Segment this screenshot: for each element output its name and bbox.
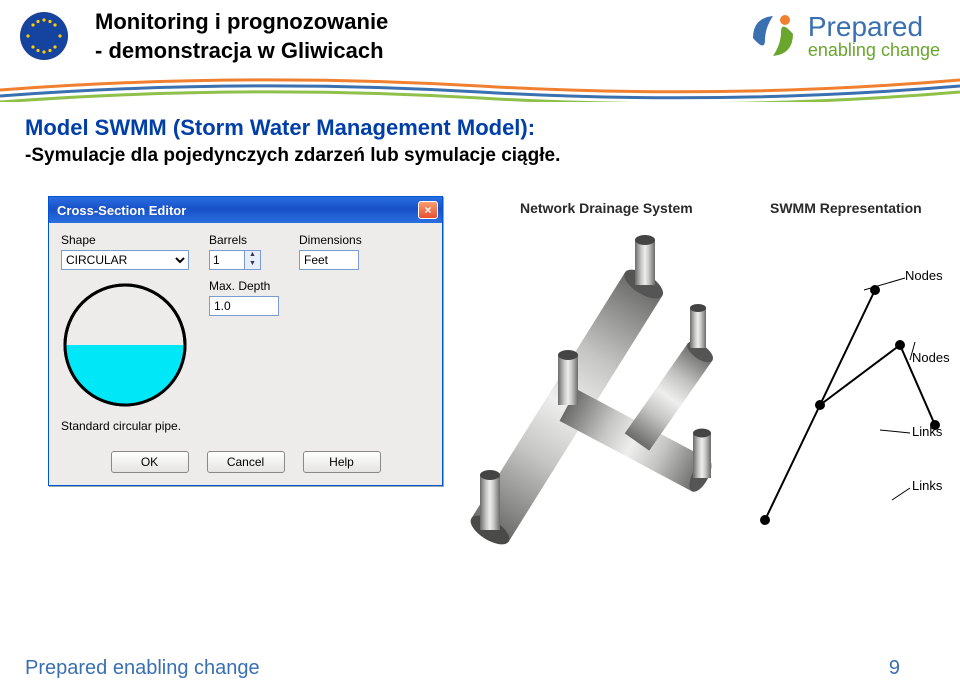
logo-text: Prepared enabling change <box>808 13 940 59</box>
prepared-logo: Prepared enabling change <box>745 8 940 63</box>
slide-header: Monitoring i prognozowanie - demonstracj… <box>0 0 960 100</box>
logo-sub: enabling change <box>808 41 940 59</box>
nodes-label-2: Nodes <box>912 350 950 365</box>
chevron-down-icon[interactable]: ▼ <box>245 260 260 269</box>
chevron-up-icon[interactable]: ▲ <box>245 251 260 260</box>
close-icon: × <box>424 203 431 217</box>
maxdepth-label: Max. Depth <box>209 279 279 293</box>
title-line2: - demonstracja w Gliwicach <box>95 37 388 66</box>
content-subheading: -Symulacje dla pojedynczych zdarzeń lub … <box>25 145 560 167</box>
shape-field: Shape CIRCULAR <box>61 233 189 409</box>
close-button[interactable]: × <box>418 201 438 219</box>
title-line1: Monitoring i prognozowanie <box>95 8 388 37</box>
content-heading: Model SWMM (Storm Water Management Model… <box>25 115 535 141</box>
cancel-button[interactable]: Cancel <box>207 451 285 473</box>
barrels-stepper[interactable]: ▲▼ <box>209 250 261 270</box>
dimensions-input[interactable] <box>299 250 359 270</box>
diagram-title-left: Network Drainage System <box>520 200 693 216</box>
maxdepth-input[interactable] <box>209 296 279 316</box>
logo-mark-icon <box>745 8 800 63</box>
help-button[interactable]: Help <box>303 451 381 473</box>
links-label-1: Links <box>912 424 942 439</box>
diagram-title-right: SWMM Representation <box>770 200 922 216</box>
dialog-titlebar[interactable]: Cross-Section Editor × <box>49 197 442 223</box>
eu-flag-icon <box>20 12 68 60</box>
pipe-network-icon <box>450 230 760 560</box>
cross-section-editor-window: Cross-Section Editor × Shape CIRCULAR <box>48 196 443 486</box>
dialog-body: Shape CIRCULAR Barrels ▲▼ <box>49 223 442 485</box>
dialog-title: Cross-Section Editor <box>57 203 186 218</box>
page-number: 9 <box>889 657 900 680</box>
shape-note: Standard circular pipe. <box>61 419 430 433</box>
nodes-label-1: Nodes <box>905 268 943 283</box>
wave-divider-icon <box>0 72 960 102</box>
schematic-network <box>735 240 955 560</box>
barrels-field: Barrels ▲▼ Max. Depth <box>209 233 279 409</box>
shape-label: Shape <box>61 233 189 247</box>
slide-title: Monitoring i prognozowanie - demonstracj… <box>95 8 388 65</box>
shape-preview <box>61 281 189 409</box>
barrels-label: Barrels <box>209 233 279 247</box>
barrels-input[interactable] <box>210 251 244 269</box>
ok-button[interactable]: OK <box>111 451 189 473</box>
dimensions-field: Dimensions <box>299 233 362 409</box>
shape-select[interactable]: CIRCULAR <box>61 250 189 270</box>
footer-text: Prepared enabling change <box>25 657 260 680</box>
logo-main: Prepared <box>808 13 940 41</box>
dimensions-label: Dimensions <box>299 233 362 247</box>
diagram-area: Network Drainage System SWMM Representat… <box>460 210 945 628</box>
links-label-2: Links <box>912 478 942 493</box>
